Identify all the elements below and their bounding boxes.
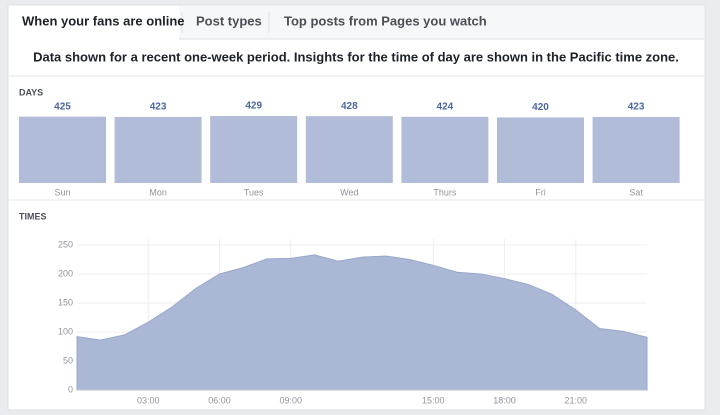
y-tick-label: 200 [58, 268, 73, 278]
value-label: 420 [532, 102, 549, 113]
value-label: 428 [341, 101, 358, 112]
x-tick-label: Fri [535, 187, 546, 197]
tab[interactable]: When your fans are online [22, 13, 185, 28]
notice: Data shown for a recent one-week period.… [33, 49, 679, 64]
value-label: 425 [54, 101, 71, 112]
x-tick-label: Tues [244, 187, 264, 197]
x-tick-label: Wed [340, 187, 358, 197]
y-tick-label: 150 [58, 297, 73, 307]
bar [19, 116, 106, 183]
bar [305, 116, 393, 183]
active-tab-bg [9, 6, 179, 40]
bar [497, 117, 584, 183]
y-tick-label: 100 [58, 326, 73, 336]
y-tick-label: 250 [58, 239, 73, 249]
bar [401, 116, 489, 183]
x-tick-label: 21:00 [564, 395, 587, 405]
bar [592, 116, 680, 183]
x-tick-label: Sat [629, 187, 643, 197]
x-tick-label: 18:00 [493, 395, 516, 405]
x-tick-label: 09:00 [279, 395, 302, 405]
x-tick-label: 15:00 [422, 395, 445, 405]
tab[interactable]: Top posts from Pages you watch [284, 13, 487, 28]
value-label: 423 [628, 102, 645, 113]
tab[interactable]: Post types [196, 13, 262, 28]
bar [210, 116, 298, 183]
section-title: TIMES [19, 211, 47, 221]
x-tick-label: 06:00 [208, 395, 231, 405]
x-tick-label: Thurs [433, 187, 457, 197]
section-title: DAYS [19, 87, 43, 97]
area [76, 254, 648, 391]
value-label: 423 [150, 102, 167, 113]
x-tick-label: Mon [149, 187, 167, 197]
bar [114, 116, 202, 183]
value-label: 424 [437, 101, 454, 112]
y-tick-label: 0 [68, 384, 73, 394]
y-tick-label: 50 [63, 355, 73, 365]
value-label: 429 [245, 101, 262, 112]
x-tick-label: Sun [54, 187, 70, 197]
x-tick-label: 03:00 [137, 395, 160, 405]
